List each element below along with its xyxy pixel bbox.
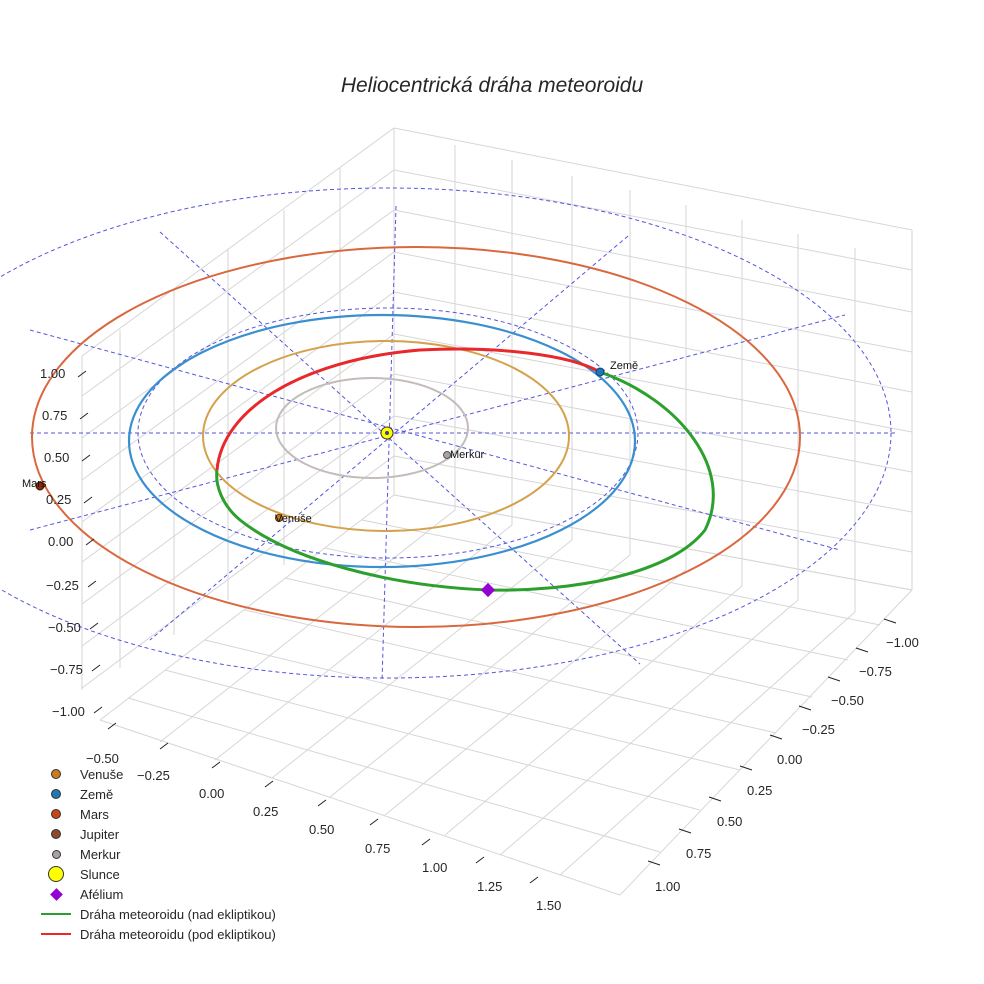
meteoroid-orbit-below-ecliptic (215, 347, 601, 471)
svg-text:−0.25: −0.25 (46, 578, 79, 593)
celestial-bodies (35, 367, 605, 598)
earth-dot-icon (51, 789, 61, 799)
svg-text:−0.75: −0.75 (50, 662, 83, 677)
y-axis-labels: −1.00 −0.75 −0.50 −0.25 0.00 0.25 0.50 0… (655, 635, 919, 894)
svg-text:0.50: 0.50 (309, 822, 334, 837)
earth-orbit (127, 313, 637, 569)
svg-text:0.25: 0.25 (747, 783, 772, 798)
svg-text:1.00: 1.00 (655, 879, 680, 894)
mercury-label: Merkur (450, 449, 485, 461)
svg-text:1.00: 1.00 (40, 366, 65, 381)
legend-item-venuse: Venuše (36, 764, 276, 784)
venus-orbit (202, 340, 570, 532)
red-line-icon (41, 933, 71, 935)
venus-dot-icon (51, 769, 61, 779)
venus-label: Venuše (275, 513, 312, 525)
svg-text:0.25: 0.25 (253, 804, 278, 819)
aphelion-marker (480, 582, 496, 598)
legend-item-slunce: Slunce (36, 864, 276, 884)
svg-text:−1.00: −1.00 (52, 704, 85, 719)
svg-text:1.50: 1.50 (536, 898, 561, 913)
svg-text:0.75: 0.75 (365, 841, 390, 856)
svg-text:−0.25: −0.25 (802, 722, 835, 737)
planet-orbits (31, 246, 801, 628)
svg-text:−1.00: −1.00 (886, 635, 919, 650)
mercury-marker (443, 451, 451, 459)
legend-item-jupiter: Jupiter (36, 824, 276, 844)
legend-item-nad-ekliptikou: Dráha meteoroidu (nad ekliptikou) (36, 904, 276, 924)
meteoroid-orbit-above-ecliptic (215, 370, 715, 592)
svg-text:−0.75: −0.75 (859, 664, 892, 679)
mars-dot-icon (51, 809, 61, 819)
svg-text:−0.50: −0.50 (86, 751, 119, 766)
back-wall-grid (81, 127, 913, 690)
meteoroid-orbit (215, 347, 715, 592)
mars-orbit (31, 246, 801, 628)
legend-item-merkur: Merkur (36, 844, 276, 864)
mars-label: Mars (22, 478, 47, 490)
svg-text:0.50: 0.50 (717, 814, 742, 829)
sun-icon (48, 866, 64, 882)
mercury-dot-icon (51, 849, 61, 859)
x-axis (107, 722, 539, 884)
svg-text:0.75: 0.75 (686, 846, 711, 861)
svg-text:0.50: 0.50 (44, 450, 69, 465)
svg-text:1.25: 1.25 (477, 879, 502, 894)
legend-item-zeme: Země (36, 784, 276, 804)
mercury-orbit (275, 377, 469, 479)
y-axis (647, 618, 897, 866)
z-axis-labels: 1.00 0.75 0.50 0.25 0.00 −0.25 −0.50 −0.… (40, 366, 85, 719)
chart-title: Heliocentrická dráha meteoroidu (340, 74, 644, 97)
earth-label: Země (610, 360, 638, 372)
svg-text:0.75: 0.75 (42, 408, 67, 423)
svg-text:0.00: 0.00 (199, 786, 224, 801)
x-axis-labels: −0.50 −0.25 0.00 0.25 0.50 0.75 1.00 1.2… (86, 751, 561, 913)
diamond-icon (49, 887, 63, 901)
z-axis (77, 370, 103, 714)
floor-grid (99, 494, 913, 896)
svg-text:1.00: 1.00 (422, 860, 447, 875)
legend-item-afelium: Afélium (36, 884, 276, 904)
venus-marker (275, 514, 283, 522)
mars-marker (35, 481, 45, 491)
legend: Venuše Země Mars Jupiter Merkur Slunce A… (36, 764, 276, 944)
svg-text:−0.50: −0.50 (831, 693, 864, 708)
svg-text:0.25: 0.25 (46, 492, 71, 507)
svg-text:−0.25: −0.25 (137, 768, 170, 783)
green-line-icon (41, 913, 71, 915)
ecliptic-reference-grid (0, 187, 895, 683)
svg-text:0.00: 0.00 (777, 752, 802, 767)
legend-item-pod-ekliptikou: Dráha meteoroidu (pod ekliptikou) (36, 924, 276, 944)
earth-marker (595, 367, 605, 377)
svg-text:0.00: 0.00 (48, 534, 73, 549)
svg-text:−0.50: −0.50 (48, 620, 81, 635)
legend-item-mars: Mars (36, 804, 276, 824)
jupiter-dot-icon (51, 829, 61, 839)
